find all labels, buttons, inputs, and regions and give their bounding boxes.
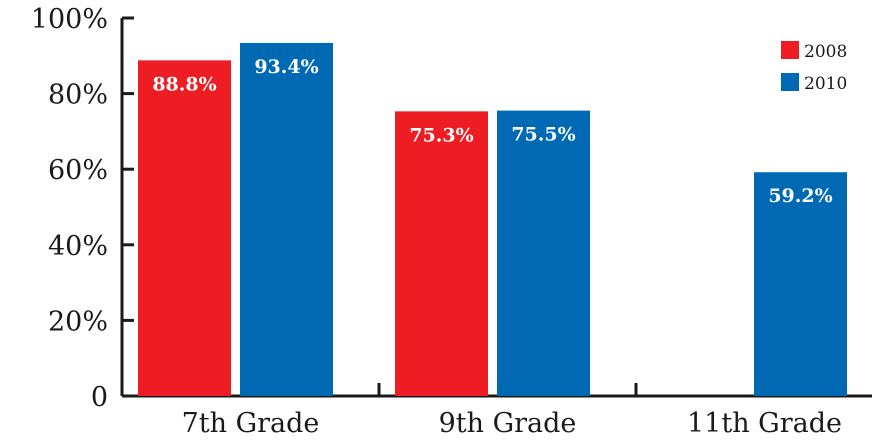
bar-value-label: 75.5% [511,124,575,146]
data-labels: 88.8% 75.3% 93.4% 75.5% 59.2% [152,56,832,207]
legend: 2008 2010 [781,41,847,94]
bars [138,42,847,397]
y-tick-label: 0 [91,382,108,413]
y-tick-label: 60% [48,155,108,186]
legend-swatch-2010 [781,73,799,91]
bar-value-label: 93.4% [254,56,318,78]
bar-value-label: 88.8% [152,73,216,95]
legend-swatch-2008 [781,41,799,59]
bar-value-label: 75.3% [409,124,473,146]
x-category-label: 11th Grade [687,408,842,439]
y-tick-label: 100% [31,4,108,35]
bar-2008-0 [138,60,231,396]
x-category-label: 7th Grade [182,408,320,439]
bar-2008-1 [395,111,488,396]
y-tick-label: 40% [48,231,108,262]
bar-2010-1 [497,110,590,397]
bar-2010-0 [240,42,333,396]
legend-label-2010: 2010 [804,74,847,94]
legend-label-2008: 2008 [804,42,847,62]
bar-2010-2 [754,172,847,396]
y-tick-label: 80% [48,80,108,111]
bar-value-label: 59.2% [768,185,832,207]
x-category-label: 9th Grade [439,408,577,439]
y-tick-label: 20% [48,306,108,337]
